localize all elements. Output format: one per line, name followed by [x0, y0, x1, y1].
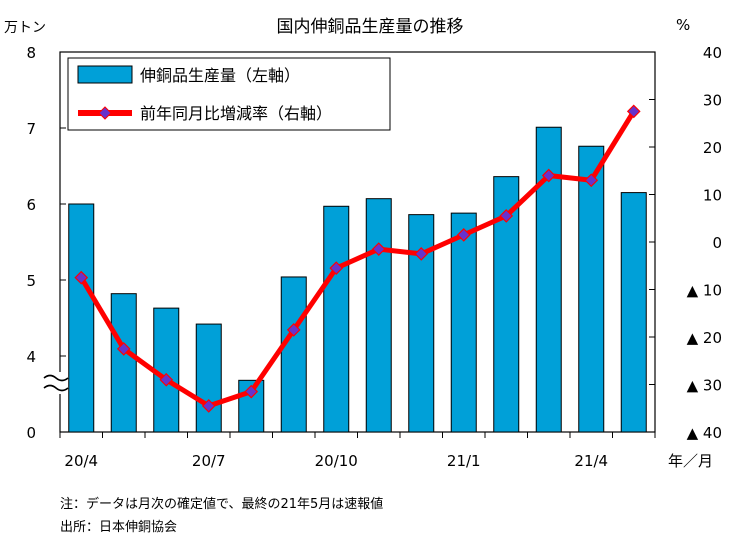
left-tick-label: 8: [26, 44, 36, 62]
left-tick-label: 0: [26, 424, 36, 442]
right-tick-label: 0: [712, 234, 722, 252]
x-axis-unit: 年／月: [668, 452, 713, 470]
rate-point-20/6: [159, 372, 174, 387]
rate-line: [79, 110, 636, 409]
rate-point-20/7: [201, 399, 216, 413]
right-axis-unit: %: [676, 16, 690, 34]
rate-point-20/5: [116, 342, 131, 356]
bar-20/5: [110, 293, 137, 433]
legend-line-marker: [98, 106, 112, 120]
legend-bar-swatch: [77, 65, 133, 84]
x-tick-label: 21/4: [574, 452, 608, 470]
rate-point-20/8: [244, 384, 259, 399]
x-tick-label: 21/1: [447, 452, 481, 470]
x-tick-label: 20/10: [315, 452, 358, 470]
rate-point-21/2: [499, 209, 514, 223]
legend-bar-label: 伸銅品生産量（左軸）: [140, 66, 300, 85]
left-axis-unit: 万トン: [4, 20, 46, 36]
axis-break-mark: [43, 372, 69, 394]
right-tick-label: ▲ 20: [687, 329, 722, 347]
left-tick-label: 7: [26, 120, 36, 138]
bar-20/10: [323, 205, 350, 433]
rate-point-21/4: [584, 173, 599, 188]
bar-series: [68, 126, 647, 433]
bar-20/4: [68, 203, 95, 433]
rate-point-21/1: [456, 228, 471, 242]
x-tick-label: 20/4: [64, 452, 98, 470]
bar-21/4: [578, 145, 605, 433]
right-tick-label: ▲ 40: [687, 424, 722, 442]
left-tick-label: 4: [26, 348, 36, 366]
right-tick-label: ▲ 10: [687, 282, 722, 300]
rate-point-20/11: [371, 242, 386, 256]
x-axis: 20/4 20/7 20/10 21/1 21/4: [59, 432, 656, 470]
bar-20/7: [195, 323, 222, 433]
left-axis: 0 4 5 6 7 8: [26, 44, 66, 442]
bar-21/1: [450, 212, 477, 433]
bar-20/6: [153, 307, 180, 433]
left-tick-label: 6: [26, 196, 36, 214]
right-tick-label: 20: [703, 139, 722, 157]
rate-point-21/5: [626, 104, 641, 119]
right-tick-label: ▲ 30: [687, 377, 722, 395]
left-tick-label: 5: [26, 272, 36, 290]
bar-21/5: [620, 192, 647, 433]
right-tick-label: 30: [703, 92, 722, 110]
rate-point-20/9: [286, 323, 301, 337]
footnote: 注：データは月次の確定値で、最終の21年5月は速報値: [60, 497, 384, 512]
legend-line-label: 前年同月比増減率（右軸）: [140, 104, 332, 123]
rate-point-21/3: [541, 168, 556, 183]
x-tick-label: 20/7: [192, 452, 226, 470]
source-note: 出所：日本伸銅協会: [60, 520, 178, 535]
rate-point-20/4: [74, 270, 89, 285]
right-tick-label: 10: [703, 187, 722, 205]
bar-20/11: [365, 198, 392, 433]
right-axis: 40 30 20 10 0 ▲ 10 ▲ 20 ▲ 30 ▲ 40: [649, 44, 722, 442]
right-tick-label: 40: [703, 44, 722, 62]
rate-point-20/12: [414, 247, 429, 261]
rate-point-20/10: [329, 261, 344, 275]
chart-title: 国内伸銅品生産量の推移: [277, 17, 464, 37]
line-series: [74, 104, 641, 413]
bar-20/9: [280, 276, 307, 433]
legend: 伸銅品生産量（左軸） 前年同月比増減率（右軸）: [67, 57, 391, 131]
